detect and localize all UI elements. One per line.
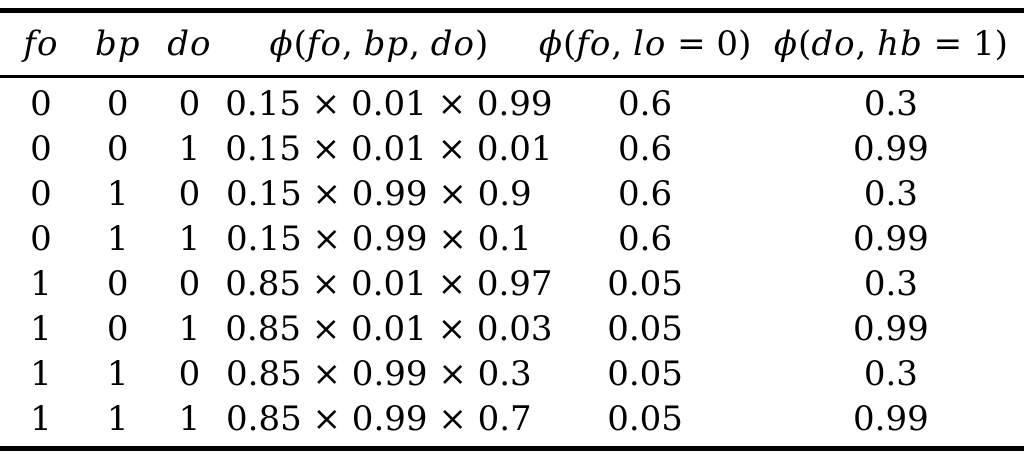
cell-do: 0 [178, 84, 201, 124]
table-row: 1 1 1 0.85 × 0.99 × 0.7 0.05 0.99 [0, 397, 1024, 449]
cell-bp: 1 [106, 174, 129, 214]
cell-phi-hb: 0.99 [853, 129, 929, 169]
header-phi-fo-bp-do: ϕ(fo, bp, do) [269, 24, 489, 64]
table-body: 0 0 0 0.15 × 0.01 × 0.99 0.6 0.3 0 0 1 0… [0, 77, 1024, 449]
header-bp: bp [94, 24, 141, 64]
header-do: do [167, 24, 212, 64]
cell-bp: 1 [106, 399, 129, 439]
cell-phi-hb: 0.99 [853, 399, 929, 439]
cell-fo: 1 [30, 354, 52, 394]
cell-phi-hb: 0.3 [863, 174, 918, 214]
cell-phi-lo: 0.05 [607, 399, 683, 439]
cell-bp: 0 [106, 129, 129, 169]
cell-phi-lo: 0.05 [607, 264, 683, 304]
cell-fo: 1 [30, 399, 52, 439]
cell-phi-hb: 0.3 [863, 354, 918, 394]
table-head: fo bp do ϕ(fo, bp, do) ϕ(fo, lo = 0) ϕ(d… [0, 11, 1024, 77]
cell-product: 0.85 × 0.99 × 0.3 [226, 354, 532, 394]
cell-do: 0 [178, 174, 201, 214]
cell-fo: 0 [30, 84, 52, 124]
header-phi-do-hb-1: ϕ(do, hb = 1) [773, 24, 1008, 64]
cell-product: 0.15 × 0.99 × 0.1 [226, 219, 532, 259]
table-row: 1 0 0 0.85 × 0.01 × 0.97 0.05 0.3 [0, 262, 1024, 307]
cell-do: 1 [178, 399, 201, 439]
cell-phi-lo: 0.6 [618, 129, 673, 169]
cell-fo: 1 [30, 264, 52, 304]
cell-do: 1 [178, 129, 201, 169]
table-row: 0 1 0 0.15 × 0.99 × 0.9 0.6 0.3 [0, 172, 1024, 217]
cell-do: 1 [178, 219, 201, 259]
cell-product: 0.15 × 0.01 × 0.01 [225, 129, 553, 169]
cell-phi-hb: 0.99 [853, 309, 929, 349]
cell-bp: 1 [106, 354, 129, 394]
cell-product: 0.85 × 0.01 × 0.97 [225, 264, 553, 304]
cell-phi-lo: 0.6 [618, 84, 673, 124]
cell-phi-lo: 0.6 [618, 174, 673, 214]
cell-bp: 0 [106, 309, 129, 349]
cell-fo: 0 [30, 174, 52, 214]
header-fo: fo [23, 24, 59, 64]
cell-do: 0 [178, 264, 201, 304]
cell-product: 0.85 × 0.99 × 0.7 [226, 399, 532, 439]
cell-phi-hb: 0.3 [863, 84, 918, 124]
cell-phi-lo: 0.05 [607, 354, 683, 394]
table-row: 1 1 0 0.85 × 0.99 × 0.3 0.05 0.3 [0, 352, 1024, 397]
table-row: 0 0 0 0.15 × 0.01 × 0.99 0.6 0.3 [0, 77, 1024, 128]
cell-product: 0.15 × 0.01 × 0.99 [225, 84, 553, 124]
cell-phi-hb: 0.3 [863, 264, 918, 304]
header-phi-fo-lo-0: ϕ(fo, lo = 0) [538, 24, 752, 64]
cell-fo: 0 [30, 129, 52, 169]
cell-phi-hb: 0.99 [853, 219, 929, 259]
cell-product: 0.85 × 0.01 × 0.03 [225, 309, 553, 349]
cell-do: 1 [178, 309, 201, 349]
cell-do: 0 [178, 354, 201, 394]
cell-bp: 0 [106, 84, 129, 124]
cell-phi-lo: 0.6 [618, 219, 673, 259]
table-row: 0 1 1 0.15 × 0.99 × 0.1 0.6 0.99 [0, 217, 1024, 262]
factor-table: fo bp do ϕ(fo, bp, do) ϕ(fo, lo = 0) ϕ(d… [0, 8, 1024, 451]
table-row: 0 0 1 0.15 × 0.01 × 0.01 0.6 0.99 [0, 127, 1024, 172]
table-row: 1 0 1 0.85 × 0.01 × 0.03 0.05 0.99 [0, 307, 1024, 352]
cell-phi-lo: 0.05 [607, 309, 683, 349]
cell-bp: 0 [106, 264, 129, 304]
cell-product: 0.15 × 0.99 × 0.9 [226, 174, 532, 214]
header-row: fo bp do ϕ(fo, bp, do) ϕ(fo, lo = 0) ϕ(d… [0, 11, 1024, 77]
cell-bp: 1 [106, 219, 129, 259]
cell-fo: 0 [30, 219, 52, 259]
cell-fo: 1 [30, 309, 52, 349]
